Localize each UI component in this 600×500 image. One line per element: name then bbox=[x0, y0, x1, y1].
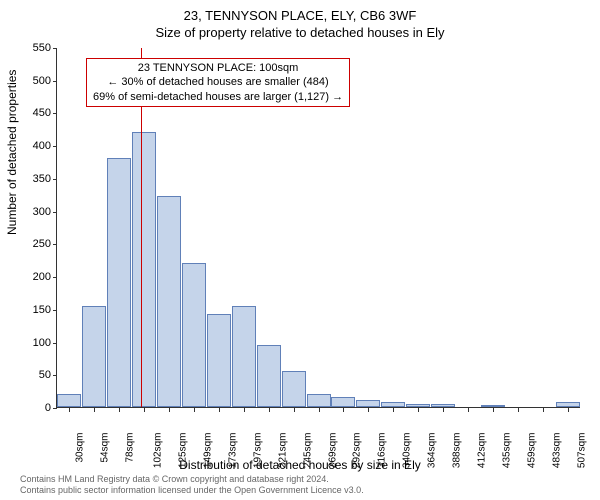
y-tick-mark bbox=[53, 375, 57, 376]
histogram-bar bbox=[257, 345, 281, 407]
x-tick-mark bbox=[493, 408, 494, 412]
y-tick-label: 250 bbox=[21, 238, 51, 250]
y-tick-label: 550 bbox=[21, 42, 51, 54]
y-tick-mark bbox=[53, 212, 57, 213]
footer: Contains HM Land Registry data © Crown c… bbox=[20, 474, 364, 496]
x-tick-mark bbox=[169, 408, 170, 412]
x-tick-mark bbox=[119, 408, 120, 412]
x-tick-mark bbox=[543, 408, 544, 412]
annotation-line3: 69% of semi-detached houses are larger (… bbox=[93, 90, 343, 104]
x-tick-mark bbox=[418, 408, 419, 412]
annotation-box: 23 TENNYSON PLACE: 100sqm ← 30% of detac… bbox=[86, 58, 350, 107]
y-axis-label: Number of detached properties bbox=[5, 70, 19, 235]
histogram-bar bbox=[481, 405, 505, 407]
x-tick-mark bbox=[468, 408, 469, 412]
histogram-bar bbox=[82, 306, 106, 407]
x-tick-mark bbox=[568, 408, 569, 412]
y-tick-label: 350 bbox=[21, 173, 51, 185]
y-tick-mark bbox=[53, 310, 57, 311]
histogram-bar bbox=[307, 394, 331, 407]
y-tick-label: 400 bbox=[21, 140, 51, 152]
y-tick-mark bbox=[53, 179, 57, 180]
x-axis-label: Distribution of detached houses by size … bbox=[0, 458, 600, 472]
x-tick-mark bbox=[94, 408, 95, 412]
y-tick-label: 150 bbox=[21, 304, 51, 316]
y-tick-label: 300 bbox=[21, 206, 51, 218]
y-tick-label: 450 bbox=[21, 107, 51, 119]
x-tick-mark bbox=[194, 408, 195, 412]
x-tick-mark bbox=[319, 408, 320, 412]
annotation-line2: ← 30% of detached houses are smaller (48… bbox=[93, 75, 343, 89]
x-tick-mark bbox=[69, 408, 70, 412]
y-tick-mark bbox=[53, 48, 57, 49]
histogram-bar bbox=[157, 196, 181, 407]
histogram-bar bbox=[431, 404, 455, 407]
histogram-bar bbox=[406, 404, 430, 407]
y-tick-mark bbox=[53, 244, 57, 245]
x-tick-mark bbox=[269, 408, 270, 412]
histogram-bar bbox=[331, 397, 355, 407]
chart-container: 23, TENNYSON PLACE, ELY, CB6 3WF Size of… bbox=[0, 0, 600, 500]
y-tick-mark bbox=[53, 113, 57, 114]
y-tick-label: 100 bbox=[21, 337, 51, 349]
histogram-bar bbox=[57, 394, 81, 407]
x-tick-mark bbox=[518, 408, 519, 412]
x-tick-mark bbox=[219, 408, 220, 412]
x-tick-mark bbox=[294, 408, 295, 412]
y-tick-mark bbox=[53, 81, 57, 82]
histogram-bar bbox=[381, 402, 405, 407]
y-tick-mark bbox=[53, 146, 57, 147]
x-tick-mark bbox=[368, 408, 369, 412]
x-tick-mark bbox=[343, 408, 344, 412]
histogram-bar bbox=[232, 306, 256, 407]
y-tick-label: 0 bbox=[21, 402, 51, 414]
footer-line1: Contains HM Land Registry data © Crown c… bbox=[20, 474, 364, 485]
y-tick-mark bbox=[53, 408, 57, 409]
histogram-bar bbox=[132, 132, 156, 407]
histogram-bar bbox=[556, 402, 580, 407]
histogram-bar bbox=[182, 263, 206, 407]
y-tick-mark bbox=[53, 343, 57, 344]
chart-title: 23, TENNYSON PLACE, ELY, CB6 3WF bbox=[0, 0, 600, 23]
y-tick-mark bbox=[53, 277, 57, 278]
x-tick-mark bbox=[393, 408, 394, 412]
x-tick-mark bbox=[244, 408, 245, 412]
histogram-bar bbox=[356, 400, 380, 407]
histogram-bar bbox=[282, 371, 306, 407]
chart-subtitle: Size of property relative to detached ho… bbox=[0, 23, 600, 40]
x-tick-mark bbox=[144, 408, 145, 412]
x-tick-mark bbox=[443, 408, 444, 412]
footer-line2: Contains public sector information licen… bbox=[20, 485, 364, 496]
annotation-line1: 23 TENNYSON PLACE: 100sqm bbox=[93, 61, 343, 75]
y-tick-label: 200 bbox=[21, 271, 51, 283]
y-tick-label: 500 bbox=[21, 75, 51, 87]
histogram-bar bbox=[207, 314, 231, 407]
y-tick-label: 50 bbox=[21, 369, 51, 381]
histogram-bar bbox=[107, 158, 131, 407]
